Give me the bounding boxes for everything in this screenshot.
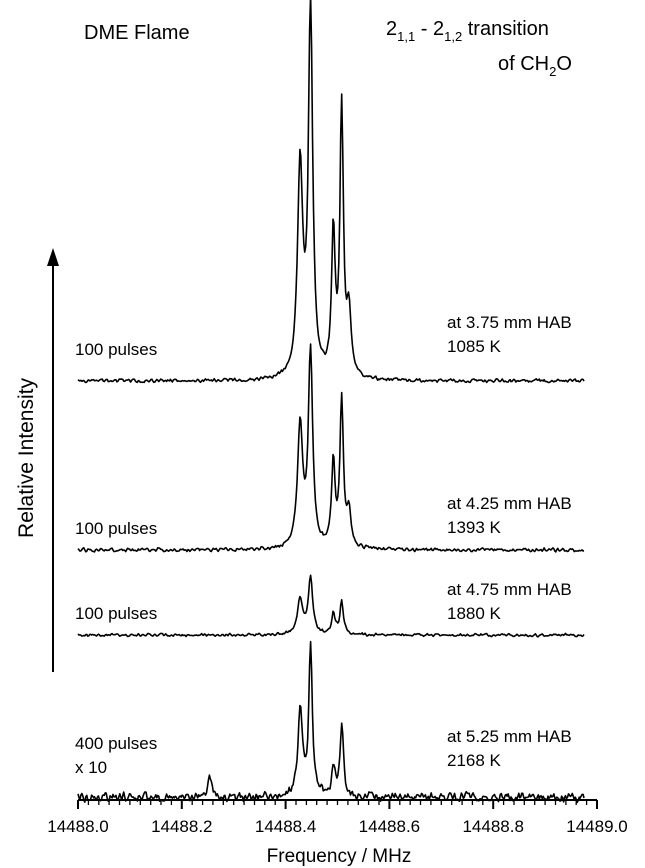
trace-1-temperature: 1085 K [447, 337, 502, 356]
trace-1-pulses: 100 pulses [75, 340, 157, 359]
trace-annotations: 100 pulses at 3.75 mm HAB 1085 K 100 pul… [75, 313, 572, 777]
trace-4-temperature: 2168 K [447, 751, 502, 770]
x-tick-label: 14489.0 [566, 817, 627, 836]
x-tick-label: 14488.4 [255, 817, 316, 836]
trace-3-temperature: 1880 K [447, 604, 502, 623]
trace-4-pulses: 400 pulses [75, 734, 157, 753]
transition-label-line2: of CH2O [498, 53, 572, 79]
spectrum-trace-4 [77, 640, 585, 804]
trace-2-pulses: 100 pulses [75, 519, 157, 538]
flame-title: DME Flame [84, 22, 190, 44]
trace-2-temperature: 1393 K [447, 518, 502, 537]
trace-3-pulses: 100 pulses [75, 604, 157, 623]
spectrum-trace-1 [77, 0, 585, 384]
spectrum-trace-3 [77, 574, 585, 638]
x-tick-label: 14488.6 [359, 817, 420, 836]
x-tick-label: 14488.8 [462, 817, 523, 836]
trace-1-position: at 3.75 mm HAB [447, 313, 572, 332]
x-axis-ticks: 14488.0 14488.2 14488.4 14488.6 14488.8 14489… [47, 800, 628, 836]
trace-2-position: at 4.25 mm HAB [447, 494, 572, 513]
x-axis-label: Frequency / MHz [267, 846, 412, 867]
spectra-traces [77, 0, 585, 804]
x-tick-label: 14488.2 [151, 817, 212, 836]
trace-4-scale: x 10 [75, 758, 107, 777]
x-tick-label: 14488.0 [47, 817, 108, 836]
intensity-arrow-head [47, 248, 59, 266]
transition-label-line1: 21,1 - 21,2 transition [386, 18, 549, 44]
trace-3-position: at 4.75 mm HAB [447, 580, 572, 599]
spectrum-trace-2 [77, 343, 585, 553]
trace-4-position: at 5.25 mm HAB [447, 727, 572, 746]
y-axis-label: Relative Intensity [15, 378, 38, 538]
